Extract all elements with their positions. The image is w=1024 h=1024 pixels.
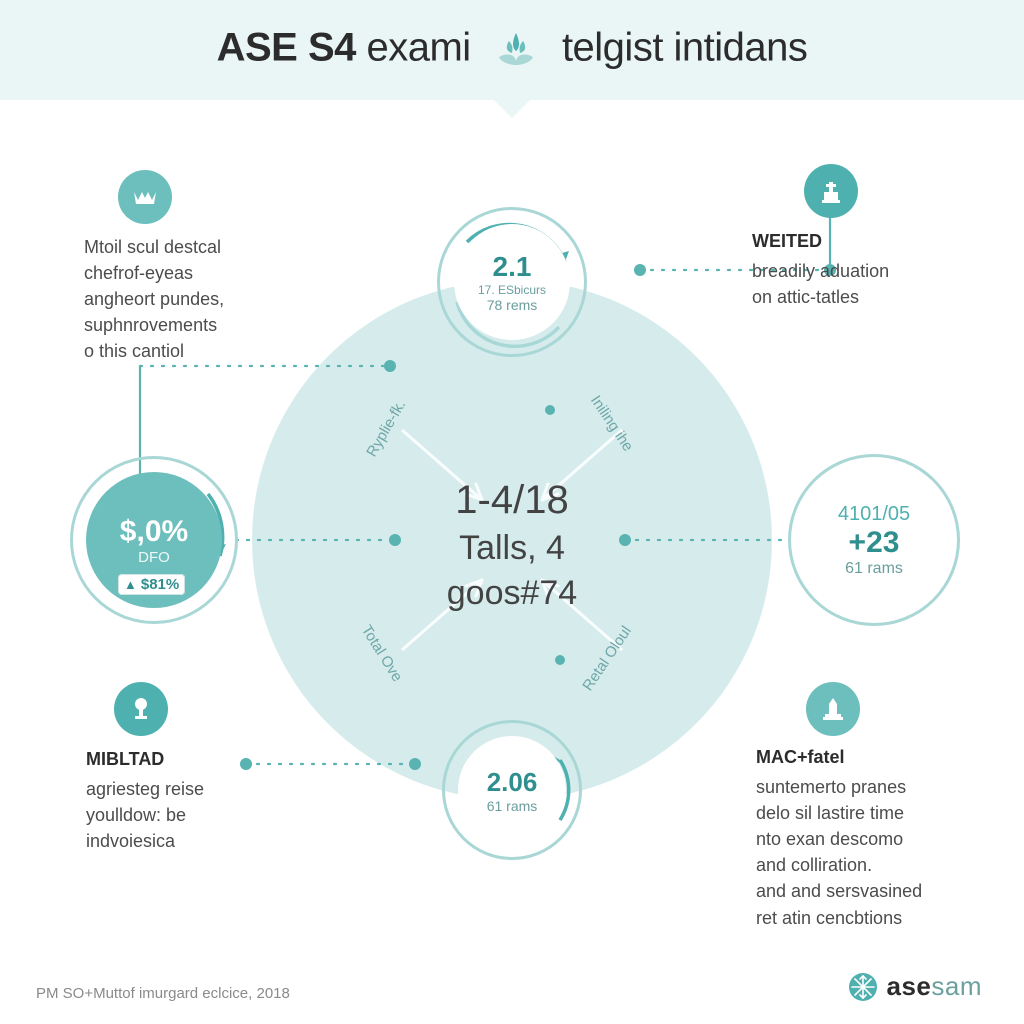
block-bl-l0: agriesteg reise bbox=[86, 776, 296, 802]
node-bottom: 2.06 61 rams bbox=[442, 720, 582, 828]
diagram-stage: Ryplie-fk. Iniling ihe Total Ove Retal O… bbox=[0, 100, 1024, 970]
center-line2: Talls, 4 bbox=[392, 529, 632, 568]
badge-tl bbox=[118, 170, 172, 224]
center-line3: goos#74 bbox=[392, 574, 632, 613]
block-tl-l0: Mtoil scul destcal bbox=[84, 234, 294, 260]
node-top: 2.1 17. ESbicurs 78 rems bbox=[437, 207, 587, 323]
node-right: 4101/05 +23 61 rams bbox=[788, 454, 960, 594]
block-tl: Mtoil scul destcal chefrof-eyeas angheor… bbox=[84, 234, 294, 364]
node-left-value: $,0% bbox=[120, 515, 188, 549]
block-br: MAC+fatel suntemerto pranes delo sil las… bbox=[756, 744, 996, 931]
block-br-l2: nto exan descomo bbox=[756, 826, 996, 852]
block-bl: MIBLTAD agriesteg reise youlldow: be ind… bbox=[86, 746, 296, 854]
title-part2: exami bbox=[356, 26, 471, 70]
node-left-sub: DFO bbox=[138, 549, 170, 566]
brand-text: asesam bbox=[886, 971, 982, 1002]
block-bl-title: MIBLTAD bbox=[86, 746, 296, 772]
badge-bl bbox=[114, 682, 168, 736]
block-br-l3: and colliration. bbox=[756, 852, 996, 878]
block-tr-l1: on attic-tatles bbox=[752, 284, 972, 310]
header-bar: ASE S4 exami telgist intidans bbox=[0, 0, 1024, 100]
node-left-pill-text: $81% bbox=[141, 576, 179, 593]
block-br-l4: and and sersvasined bbox=[756, 878, 996, 904]
block-tl-l2: angheort pundes, bbox=[84, 286, 294, 312]
node-right-l3: 61 rams bbox=[845, 560, 903, 578]
crown-icon bbox=[130, 182, 160, 212]
altar-icon bbox=[816, 176, 846, 206]
center-line1: 1-4/18 bbox=[392, 478, 632, 523]
page-title: ASE S4 exami telgist intidans bbox=[217, 25, 808, 75]
block-tr-title: WEITED bbox=[752, 228, 972, 254]
footer-credits: PM SO+Muttof imurgard eclcice, 2018 bbox=[36, 985, 290, 1002]
node-right-l2: +23 bbox=[849, 526, 900, 560]
node-bottom-sub: 61 rams bbox=[487, 798, 538, 814]
badge-tr bbox=[804, 164, 858, 218]
node-left-pill: ▲ $81% bbox=[118, 574, 185, 595]
block-br-l5: ret atin cencbtions bbox=[756, 905, 996, 931]
monument-icon bbox=[818, 694, 848, 724]
node-bottom-circle: 2.06 61 rams bbox=[458, 736, 566, 844]
brand-light: sam bbox=[931, 971, 982, 1001]
node-top-value: 2.1 bbox=[493, 251, 532, 283]
badge-br bbox=[806, 682, 860, 736]
hands-plant-icon bbox=[491, 25, 541, 75]
trend-up-icon: ▲ bbox=[124, 577, 137, 592]
snowflake-icon bbox=[848, 972, 878, 1002]
block-tl-l3: suphnrovements bbox=[84, 312, 294, 338]
title-part3: telgist intidans bbox=[562, 26, 807, 70]
block-br-l1: delo sil lastire time bbox=[756, 800, 996, 826]
brand-bold: ase bbox=[886, 971, 931, 1001]
footer-brand: asesam bbox=[848, 971, 982, 1002]
trophy-icon bbox=[126, 694, 156, 724]
block-tl-l4: o this cantiol bbox=[84, 338, 294, 364]
block-bl-l1: youlldow: be bbox=[86, 802, 296, 828]
node-bottom-value: 2.06 bbox=[487, 767, 538, 798]
block-br-l0: suntemerto pranes bbox=[756, 774, 996, 800]
node-right-circle: 4101/05 +23 61 rams bbox=[804, 470, 944, 610]
node-top-circle: 2.1 17. ESbicurs 78 rems bbox=[454, 224, 570, 340]
node-top-sub2: 78 rems bbox=[487, 297, 538, 313]
block-tr: WEITED breadily aduation on attic-tatles bbox=[752, 228, 972, 310]
node-left: $,0% DFO ▲ $81% bbox=[70, 456, 238, 592]
block-tr-l0: breadily aduation bbox=[752, 258, 972, 284]
block-br-title: MAC+fatel bbox=[756, 744, 996, 770]
node-right-l1: 4101/05 bbox=[838, 503, 910, 526]
block-bl-l2: indvoiesica bbox=[86, 828, 296, 854]
center-block: 1-4/18 Talls, 4 goos#74 bbox=[392, 478, 632, 613]
title-part1: ASE S4 bbox=[217, 26, 356, 70]
node-top-sub1: 17. ESbicurs bbox=[478, 283, 546, 297]
block-tl-l1: chefrof-eyeas bbox=[84, 260, 294, 286]
